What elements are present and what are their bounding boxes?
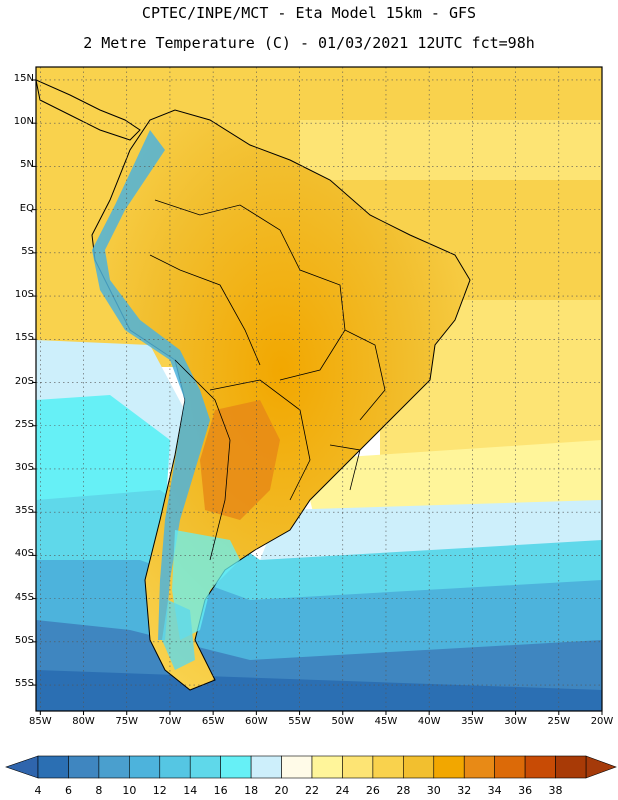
colorbar-label: 24 xyxy=(335,784,350,797)
map-title: CPTEC/INPE/MCT - Eta Model 15km - GFS xyxy=(141,4,477,22)
graticule xyxy=(32,67,603,715)
colorbar-swatch xyxy=(342,755,374,779)
map-subtitle: 2 Metre Temperature (C) - 01/03/2021 12U… xyxy=(83,34,535,52)
lon-label: 40W xyxy=(417,716,441,727)
colorbar-swatch xyxy=(311,755,343,779)
lat-label: 55S xyxy=(14,678,34,690)
lat-label: 10N xyxy=(13,116,34,128)
lat-label: 5N xyxy=(20,159,34,171)
lat-label: 15S xyxy=(14,332,34,344)
colorbar-swatch xyxy=(372,755,404,779)
colorbar-label: 34 xyxy=(487,784,502,797)
colorbar-swatch xyxy=(220,755,252,779)
lat-label: 40S xyxy=(14,548,34,560)
lon-label: 65W xyxy=(201,716,225,727)
colorbar-label: 36 xyxy=(518,784,533,797)
colorbar-swatch xyxy=(129,755,161,779)
colorbar-label: 4 xyxy=(34,784,42,797)
colorbar-label: 8 xyxy=(95,784,103,797)
chaco-hot-region xyxy=(200,400,280,520)
lon-label: 45W xyxy=(374,716,398,727)
lon-label: 20W xyxy=(590,716,614,727)
central-america-land xyxy=(36,79,141,141)
lat-label: 50S xyxy=(14,634,34,646)
lon-label: 75W xyxy=(115,716,139,727)
colorbar-label: 32 xyxy=(457,784,472,797)
colorbar-high-arrow xyxy=(585,755,617,779)
lat-label: 20S xyxy=(14,375,34,387)
patagonia-cold-region xyxy=(162,600,195,670)
lon-label: 35W xyxy=(461,716,484,727)
colorbar-swatch xyxy=(250,755,282,779)
colorbar-label: 10 xyxy=(122,784,137,797)
lat-label: 15N xyxy=(13,72,34,84)
lat-label: 25S xyxy=(14,418,34,430)
colorbar-swatch xyxy=(159,755,191,779)
ocean-band-atlantic-warm xyxy=(300,120,602,180)
colorbar-swatch xyxy=(98,755,130,779)
ocean-band-pacific-cold xyxy=(36,395,170,520)
lon-label: 80W xyxy=(72,716,95,727)
colorbar-label: 14 xyxy=(183,784,198,797)
colorbar-swatch xyxy=(281,755,313,779)
colorbar-swatch xyxy=(494,755,526,779)
lon-label: 30W xyxy=(504,716,527,727)
colorbar-label: 20 xyxy=(274,784,289,797)
colorbar-label: 12 xyxy=(152,784,167,797)
colorbar-label: 26 xyxy=(365,784,380,797)
colorbar-label: 18 xyxy=(244,784,259,797)
map-frame xyxy=(35,66,603,712)
colorbar-low-arrow xyxy=(5,755,39,779)
colorbar-swatch xyxy=(37,755,69,779)
lon-label: 55W xyxy=(288,716,311,727)
lat-label: 35S xyxy=(14,505,34,517)
lat-label: 45S xyxy=(14,591,34,603)
lon-label: 25W xyxy=(547,716,571,727)
lon-label: 60W xyxy=(245,716,268,727)
colorbar-label: 38 xyxy=(548,784,563,797)
colorbar-label: 30 xyxy=(426,784,441,797)
lat-label: 5S xyxy=(21,245,34,257)
lon-label: 70W xyxy=(158,716,182,727)
colorbar-swatch xyxy=(555,755,587,779)
colorbar-label: 6 xyxy=(64,784,72,797)
colorbar-label: 28 xyxy=(396,784,411,797)
lon-label: 50W xyxy=(331,716,355,727)
lat-label: EQ xyxy=(19,202,34,214)
colorbar-swatch xyxy=(463,755,495,779)
colorbar-label: 22 xyxy=(305,784,319,797)
lon-label: 85W xyxy=(29,716,52,727)
colorbar-swatch xyxy=(403,755,435,779)
colorbar xyxy=(5,755,617,779)
colorbar-swatch xyxy=(524,755,556,779)
lat-label: 10S xyxy=(14,289,34,301)
lat-label: 30S xyxy=(14,461,34,473)
colorbar-swatch xyxy=(68,755,100,779)
colorbar-swatch xyxy=(433,755,465,779)
colorbar-swatch xyxy=(189,755,221,779)
colorbar-label: 16 xyxy=(213,784,228,797)
andes-cold-region xyxy=(92,130,210,640)
